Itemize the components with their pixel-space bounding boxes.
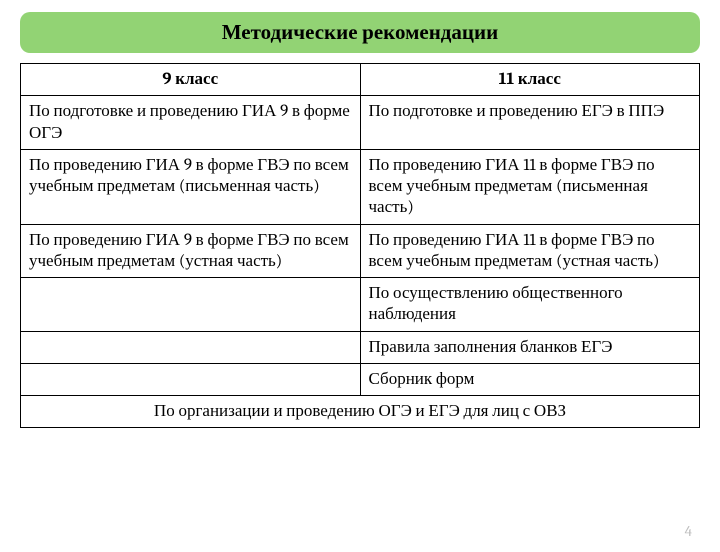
page-title: Методические рекомендации [222, 21, 498, 45]
table-row: По проведению ГИА 9 в форме ГВЭ по всем … [21, 224, 700, 278]
cell-11: По подготовке и проведению ЕГЭ в ППЭ [360, 96, 700, 150]
recommendations-table: 9 класс 11 класс По подготовке и проведе… [20, 63, 700, 428]
table-row: По проведению ГИА 9 в форме ГВЭ по всем … [21, 149, 700, 224]
table-row: По подготовке и проведению ГИА 9 в форме… [21, 96, 700, 150]
cell-9: По проведению ГИА 9 в форме ГВЭ по всем … [21, 149, 361, 224]
cell-9 [21, 363, 361, 395]
table-row: Правила заполнения бланков ЕГЭ [21, 331, 700, 363]
page-title-banner: Методические рекомендации [20, 12, 700, 53]
cell-merged: По организации и проведению ОГЭ и ЕГЭ дл… [21, 396, 700, 428]
cell-11: По проведению ГИА 11 в форме ГВЭ по всем… [360, 149, 700, 224]
cell-9 [21, 331, 361, 363]
cell-11: Сборник форм [360, 363, 700, 395]
cell-11: Правила заполнения бланков ЕГЭ [360, 331, 700, 363]
cell-11: По проведению ГИА 11 в форме ГВЭ по всем… [360, 224, 700, 278]
table-row-merged: По организации и проведению ОГЭ и ЕГЭ дл… [21, 396, 700, 428]
table-header-row: 9 класс 11 класс [21, 64, 700, 96]
header-grade-11: 11 класс [360, 64, 700, 96]
cell-9: По подготовке и проведению ГИА 9 в форме… [21, 96, 361, 150]
cell-9: По проведению ГИА 9 в форме ГВЭ по всем … [21, 224, 361, 278]
table-row: Сборник форм [21, 363, 700, 395]
header-grade-9: 9 класс [21, 64, 361, 96]
table-row: По осуществлению общественного наблюдени… [21, 278, 700, 332]
page-number: 4 [685, 522, 692, 540]
cell-11: По осуществлению общественного наблюдени… [360, 278, 700, 332]
cell-9 [21, 278, 361, 332]
